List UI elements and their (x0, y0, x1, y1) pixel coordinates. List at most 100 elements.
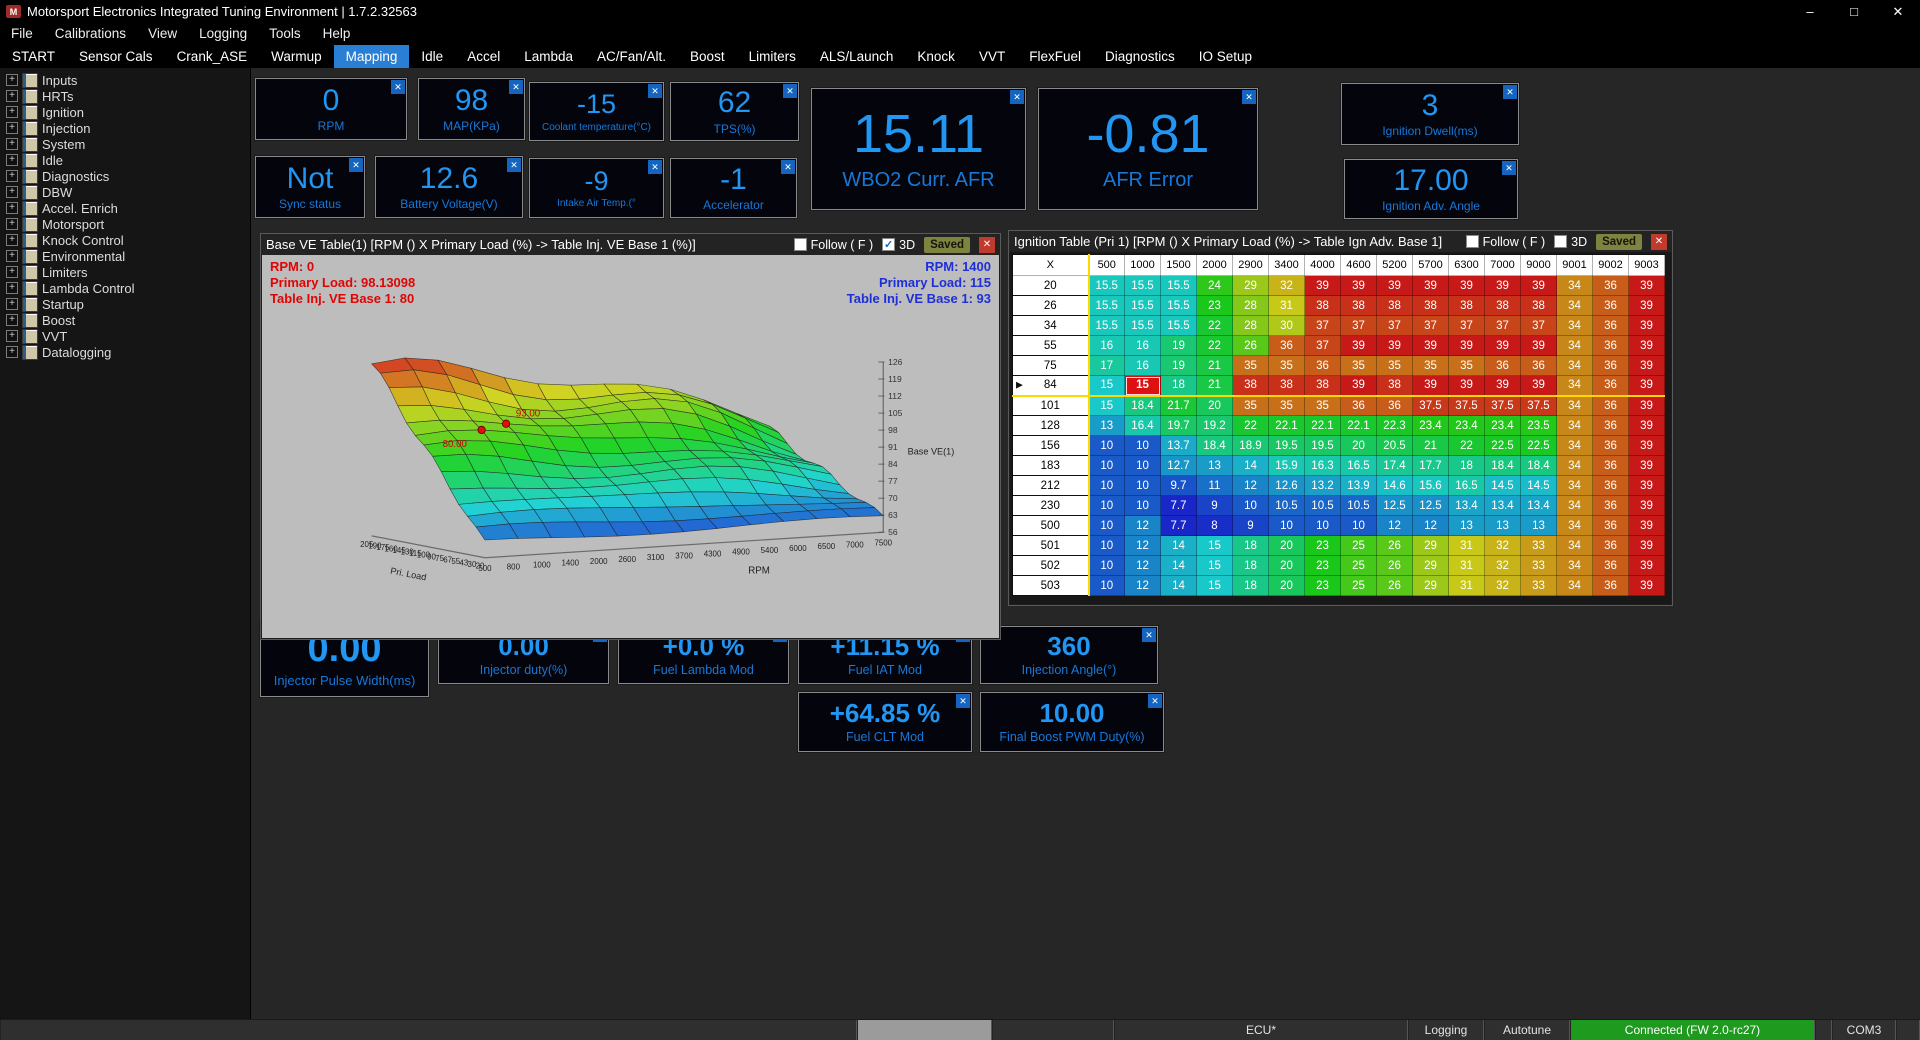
table-cell[interactable]: 10.5 (1269, 496, 1305, 516)
expand-plus-icon[interactable]: + (6, 330, 18, 342)
row-header[interactable]: 34 (1013, 316, 1089, 336)
table-cell[interactable]: 39 (1629, 416, 1665, 436)
row-header[interactable]: 20 (1013, 276, 1089, 296)
table-cell[interactable]: 15.5 (1161, 316, 1197, 336)
table-cell[interactable]: 23.4 (1413, 416, 1449, 436)
table-cell[interactable]: 39 (1629, 476, 1665, 496)
tab-crank-ase[interactable]: Crank_ASE (165, 45, 260, 68)
table-cell[interactable]: 34 (1557, 516, 1593, 536)
table-cell[interactable]: 37 (1305, 336, 1341, 356)
table-cell[interactable]: 13.2 (1305, 476, 1341, 496)
table-cell[interactable]: 20 (1197, 396, 1233, 416)
sidebar-item-datalogging[interactable]: +Datalogging (0, 344, 250, 360)
table-cell[interactable]: 15 (1089, 396, 1125, 416)
table-cell[interactable]: 10 (1089, 516, 1125, 536)
table-cell[interactable]: 34 (1557, 456, 1593, 476)
table-cell[interactable]: 23.4 (1449, 416, 1485, 436)
table-cell[interactable]: 15.5 (1125, 296, 1161, 316)
table-cell[interactable]: 15.9 (1269, 456, 1305, 476)
table-cell[interactable]: 34 (1557, 416, 1593, 436)
table-cell[interactable]: 37 (1485, 316, 1521, 336)
table-cell[interactable]: 35 (1233, 396, 1269, 416)
table-cell[interactable]: 37 (1377, 316, 1413, 336)
table-cell[interactable]: 10 (1125, 436, 1161, 456)
table-cell[interactable]: 12.5 (1377, 496, 1413, 516)
table-cell[interactable]: 15.5 (1125, 276, 1161, 296)
table-cell[interactable]: 18 (1233, 536, 1269, 556)
table-cell[interactable]: 38 (1341, 296, 1377, 316)
menu-help[interactable]: Help (312, 23, 362, 45)
tab-ac-fan-alt-[interactable]: AC/Fan/Alt. (585, 45, 678, 68)
table-cell[interactable]: 39 (1629, 296, 1665, 316)
table-cell[interactable]: 12.6 (1269, 476, 1305, 496)
tab-boost[interactable]: Boost (678, 45, 737, 68)
table-cell[interactable]: 39 (1449, 276, 1485, 296)
table-cell[interactable]: 13 (1449, 516, 1485, 536)
close-icon[interactable]: ✕ (979, 237, 995, 253)
table-cell[interactable]: 25 (1341, 556, 1377, 576)
expand-plus-icon[interactable]: + (6, 234, 18, 246)
table-cell[interactable]: 34 (1557, 476, 1593, 496)
table-cell[interactable]: 39 (1449, 336, 1485, 356)
table-cell[interactable]: 14 (1161, 556, 1197, 576)
table-cell[interactable]: 26 (1377, 536, 1413, 556)
table-cell[interactable]: 21 (1197, 376, 1233, 396)
table-cell[interactable]: 36 (1593, 436, 1629, 456)
table-cell[interactable]: 38 (1305, 376, 1341, 396)
tab-knock[interactable]: Knock (905, 45, 967, 68)
expand-plus-icon[interactable]: + (6, 346, 18, 358)
table-cell[interactable]: 36 (1593, 476, 1629, 496)
table-cell[interactable]: 32 (1485, 576, 1521, 596)
table-cell[interactable]: 16.3 (1305, 456, 1341, 476)
table-cell[interactable]: 39 (1449, 376, 1485, 396)
tab-lambda[interactable]: Lambda (512, 45, 585, 68)
tab-vvt[interactable]: VVT (967, 45, 1017, 68)
row-header[interactable]: 101 (1013, 396, 1089, 416)
table-cell[interactable]: 18.4 (1521, 456, 1557, 476)
table-cell[interactable]: 10 (1269, 516, 1305, 536)
column-header[interactable]: 3400 (1269, 255, 1305, 276)
close-icon[interactable]: ✕ (509, 80, 523, 94)
table-cell[interactable]: 36 (1485, 356, 1521, 376)
table-cell[interactable]: 22.1 (1305, 416, 1341, 436)
table-cell[interactable]: 9 (1197, 496, 1233, 516)
table-cell[interactable]: 13.9 (1341, 476, 1377, 496)
table-cell[interactable]: 12 (1125, 556, 1161, 576)
expand-plus-icon[interactable]: + (6, 138, 18, 150)
table-cell[interactable]: 21 (1413, 436, 1449, 456)
table-cell[interactable]: 14 (1161, 576, 1197, 596)
expand-plus-icon[interactable]: + (6, 250, 18, 262)
table-cell[interactable]: 12.5 (1413, 496, 1449, 516)
table-cell[interactable]: 39 (1341, 336, 1377, 356)
row-header[interactable]: 75 (1013, 356, 1089, 376)
table-cell[interactable]: 36 (1593, 296, 1629, 316)
table-cell[interactable]: 24 (1197, 276, 1233, 296)
column-header[interactable]: 9003 (1629, 255, 1665, 276)
column-header[interactable]: 9002 (1593, 255, 1629, 276)
table-cell[interactable]: 36 (1593, 376, 1629, 396)
tab-als-launch[interactable]: ALS/Launch (808, 45, 906, 68)
table-cell[interactable]: 39 (1377, 336, 1413, 356)
table-cell[interactable]: 19 (1161, 336, 1197, 356)
tab-flexfuel[interactable]: FlexFuel (1017, 45, 1093, 68)
table-cell[interactable]: 15.6 (1413, 476, 1449, 496)
sidebar-item-knock-control[interactable]: +Knock Control (0, 232, 250, 248)
table-cell[interactable]: 39 (1485, 336, 1521, 356)
table-cell[interactable]: 13 (1197, 456, 1233, 476)
sidebar-item-diagnostics[interactable]: +Diagnostics (0, 168, 250, 184)
table-cell[interactable]: 36 (1593, 516, 1629, 536)
table-cell[interactable]: 34 (1557, 356, 1593, 376)
table-cell[interactable]: 29 (1413, 556, 1449, 576)
table-cell[interactable]: 34 (1557, 316, 1593, 336)
table-cell[interactable]: 31 (1449, 536, 1485, 556)
table-cell[interactable]: 29 (1233, 276, 1269, 296)
expand-plus-icon[interactable]: + (6, 74, 18, 86)
table-cell[interactable]: 10 (1089, 496, 1125, 516)
table-cell[interactable]: 38 (1305, 296, 1341, 316)
column-header[interactable]: 5200 (1377, 255, 1413, 276)
row-header[interactable]: 503 (1013, 576, 1089, 596)
table-cell[interactable]: 39 (1305, 276, 1341, 296)
table-cell[interactable]: 34 (1557, 396, 1593, 416)
table-cell[interactable]: 36 (1593, 336, 1629, 356)
table-cell[interactable]: 15 (1197, 536, 1233, 556)
